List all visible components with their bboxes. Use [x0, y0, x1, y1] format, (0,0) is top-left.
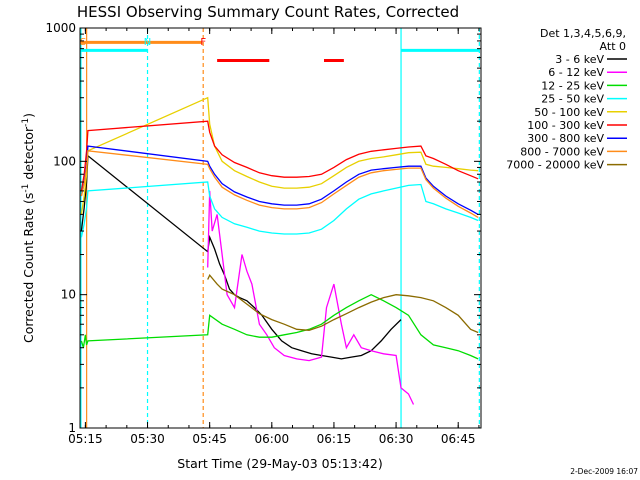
legend-label: 6 - 12 keV	[548, 66, 604, 79]
legend-label: 12 - 25 keV	[541, 79, 604, 92]
x-tick-label: 06:15	[317, 432, 352, 446]
flag-label: S	[80, 37, 86, 48]
series-line	[80, 150, 479, 218]
y-axis-label-sup1: -1	[21, 184, 31, 193]
series-line	[80, 145, 479, 215]
legend-header-line1: Det 1,3,4,5,6,9,	[540, 27, 626, 40]
legend-header-line2: Att 0	[600, 40, 626, 53]
x-tick-label: 06:45	[441, 432, 476, 446]
x-tick-label: 06:00	[255, 432, 290, 446]
x-tick-label: 05:30	[130, 432, 165, 446]
y-tick-label: 10	[61, 288, 76, 302]
x-axis-label: Start Time (29-May-03 05:13:42)	[177, 456, 382, 471]
y-tick-label: 100	[53, 154, 76, 168]
plot-frame	[79, 27, 482, 429]
series-line	[80, 181, 479, 238]
chart-title: HESSI Observing Summary Count Rates, Cor…	[77, 3, 459, 21]
legend-label: 100 - 300 keV	[527, 119, 604, 132]
y-tick-label: 1	[68, 421, 76, 435]
legend-label: 25 - 50 keV	[541, 93, 604, 106]
generation-timestamp: 2-Dec-2009 16:07	[570, 467, 638, 476]
x-tick-label: 06:30	[379, 432, 414, 446]
axis-ticks: 05:15 05:30 05:45 06:00 06:15 06:30 06:45 1 10 10…	[45, 21, 481, 446]
y-axis-label-part1: Corrected Count Rate (s	[21, 193, 36, 343]
legend-label: 50 - 100 keV	[534, 106, 604, 119]
flag-label: N	[144, 37, 151, 48]
series-line	[80, 96, 479, 215]
y-axis-label: Corrected Count Rate (s-1 detector-1)	[21, 113, 36, 343]
legend-label: 3 - 6 keV	[555, 53, 604, 66]
legend-label: 7000 - 20000 keV	[506, 159, 604, 172]
y-tick-label: 1000	[45, 21, 76, 35]
series-line	[80, 293, 479, 360]
legend-label: 800 - 7000 keV	[520, 145, 604, 158]
x-tick-label: 05:15	[68, 432, 103, 446]
flag-label: F	[200, 37, 206, 48]
series-line	[207, 273, 479, 334]
series-line	[80, 120, 479, 192]
y-axis-label-part3: )	[21, 113, 36, 118]
y-axis-label-sup2: -1	[21, 118, 31, 127]
series-line	[207, 190, 415, 405]
x-tick-label: 05:45	[192, 432, 227, 446]
y-axis-label-part2: detector	[21, 126, 36, 184]
legend-label: 300 - 800 keV	[527, 132, 604, 145]
